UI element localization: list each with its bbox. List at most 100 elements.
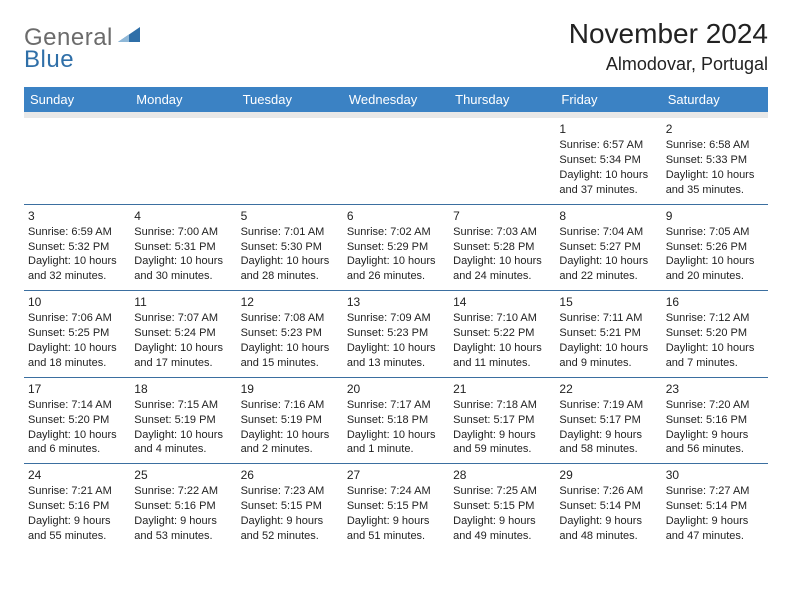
sunset-text: Sunset: 5:23 PM xyxy=(241,326,339,341)
daylight-text: and 52 minutes. xyxy=(241,529,339,544)
day-number: 19 xyxy=(241,381,339,397)
sunrise-text: Sunrise: 7:23 AM xyxy=(241,484,339,499)
daylight-text: Daylight: 9 hours xyxy=(666,514,764,529)
calendar-day-cell: 15Sunrise: 7:11 AMSunset: 5:21 PMDayligh… xyxy=(555,291,661,378)
calendar-week-row: 3Sunrise: 6:59 AMSunset: 5:32 PMDaylight… xyxy=(24,204,768,291)
title-block: November 2024 Almodovar, Portugal xyxy=(569,18,768,75)
daylight-text: Daylight: 10 hours xyxy=(666,254,764,269)
daylight-text: Daylight: 10 hours xyxy=(666,341,764,356)
sunrise-text: Sunrise: 6:57 AM xyxy=(559,138,657,153)
sunrise-text: Sunrise: 7:01 AM xyxy=(241,225,339,240)
calendar-day-cell: 8Sunrise: 7:04 AMSunset: 5:27 PMDaylight… xyxy=(555,204,661,291)
calendar-day-cell: 10Sunrise: 7:06 AMSunset: 5:25 PMDayligh… xyxy=(24,291,130,378)
calendar-day-cell: 29Sunrise: 7:26 AMSunset: 5:14 PMDayligh… xyxy=(555,464,661,550)
day-number: 27 xyxy=(347,467,445,483)
calendar-day-cell: 16Sunrise: 7:12 AMSunset: 5:20 PMDayligh… xyxy=(662,291,768,378)
daylight-text: Daylight: 9 hours xyxy=(666,428,764,443)
day-number: 10 xyxy=(28,294,126,310)
daylight-text: and 49 minutes. xyxy=(453,529,551,544)
day-number: 21 xyxy=(453,381,551,397)
calendar-day-cell: 19Sunrise: 7:16 AMSunset: 5:19 PMDayligh… xyxy=(237,377,343,464)
calendar-day-cell: 7Sunrise: 7:03 AMSunset: 5:28 PMDaylight… xyxy=(449,204,555,291)
sunrise-text: Sunrise: 7:08 AM xyxy=(241,311,339,326)
daylight-text: and 22 minutes. xyxy=(559,269,657,284)
daylight-text: Daylight: 10 hours xyxy=(134,428,232,443)
daylight-text: and 48 minutes. xyxy=(559,529,657,544)
sunset-text: Sunset: 5:18 PM xyxy=(347,413,445,428)
sunset-text: Sunset: 5:30 PM xyxy=(241,240,339,255)
sunset-text: Sunset: 5:17 PM xyxy=(559,413,657,428)
day-number: 17 xyxy=(28,381,126,397)
daylight-text: and 35 minutes. xyxy=(666,183,764,198)
weekday-header: Tuesday xyxy=(237,87,343,112)
daylight-text: and 20 minutes. xyxy=(666,269,764,284)
day-number: 4 xyxy=(134,208,232,224)
calendar-day-cell: 5Sunrise: 7:01 AMSunset: 5:30 PMDaylight… xyxy=(237,204,343,291)
day-number: 2 xyxy=(666,121,764,137)
daylight-text: Daylight: 10 hours xyxy=(453,254,551,269)
sunset-text: Sunset: 5:27 PM xyxy=(559,240,657,255)
sunrise-text: Sunrise: 7:02 AM xyxy=(347,225,445,240)
sunrise-text: Sunrise: 7:09 AM xyxy=(347,311,445,326)
day-number: 3 xyxy=(28,208,126,224)
sunset-text: Sunset: 5:22 PM xyxy=(453,326,551,341)
daylight-text: Daylight: 10 hours xyxy=(134,341,232,356)
calendar-day-cell xyxy=(449,118,555,204)
day-number: 30 xyxy=(666,467,764,483)
day-number: 25 xyxy=(134,467,232,483)
sunset-text: Sunset: 5:15 PM xyxy=(347,499,445,514)
daylight-text: Daylight: 10 hours xyxy=(241,428,339,443)
daylight-text: Daylight: 10 hours xyxy=(134,254,232,269)
weekday-header: Saturday xyxy=(662,87,768,112)
calendar-day-cell: 2Sunrise: 6:58 AMSunset: 5:33 PMDaylight… xyxy=(662,118,768,204)
sunrise-text: Sunrise: 6:58 AM xyxy=(666,138,764,153)
sunset-text: Sunset: 5:26 PM xyxy=(666,240,764,255)
calendar-day-cell: 21Sunrise: 7:18 AMSunset: 5:17 PMDayligh… xyxy=(449,377,555,464)
location: Almodovar, Portugal xyxy=(569,54,768,75)
daylight-text: and 53 minutes. xyxy=(134,529,232,544)
sunset-text: Sunset: 5:17 PM xyxy=(453,413,551,428)
daylight-text: and 2 minutes. xyxy=(241,442,339,457)
calendar-table: Sunday Monday Tuesday Wednesday Thursday… xyxy=(24,87,768,550)
calendar-day-cell xyxy=(237,118,343,204)
daylight-text: and 37 minutes. xyxy=(559,183,657,198)
sunset-text: Sunset: 5:15 PM xyxy=(241,499,339,514)
sunset-text: Sunset: 5:34 PM xyxy=(559,153,657,168)
daylight-text: and 56 minutes. xyxy=(666,442,764,457)
daylight-text: and 17 minutes. xyxy=(134,356,232,371)
weekday-header: Monday xyxy=(130,87,236,112)
daylight-text: Daylight: 10 hours xyxy=(347,428,445,443)
daylight-text: Daylight: 9 hours xyxy=(347,514,445,529)
sunset-text: Sunset: 5:28 PM xyxy=(453,240,551,255)
day-number: 29 xyxy=(559,467,657,483)
daylight-text: and 30 minutes. xyxy=(134,269,232,284)
daylight-text: Daylight: 9 hours xyxy=(28,514,126,529)
day-number: 18 xyxy=(134,381,232,397)
sunset-text: Sunset: 5:15 PM xyxy=(453,499,551,514)
day-number: 6 xyxy=(347,208,445,224)
daylight-text: Daylight: 9 hours xyxy=(134,514,232,529)
calendar-day-cell xyxy=(343,118,449,204)
day-number: 26 xyxy=(241,467,339,483)
daylight-text: Daylight: 10 hours xyxy=(241,254,339,269)
sunrise-text: Sunrise: 7:00 AM xyxy=(134,225,232,240)
sunset-text: Sunset: 5:23 PM xyxy=(347,326,445,341)
calendar-week-row: 17Sunrise: 7:14 AMSunset: 5:20 PMDayligh… xyxy=(24,377,768,464)
sunrise-text: Sunrise: 7:07 AM xyxy=(134,311,232,326)
sunset-text: Sunset: 5:16 PM xyxy=(28,499,126,514)
daylight-text: and 28 minutes. xyxy=(241,269,339,284)
daylight-text: and 6 minutes. xyxy=(28,442,126,457)
sunset-text: Sunset: 5:32 PM xyxy=(28,240,126,255)
day-number: 23 xyxy=(666,381,764,397)
sunset-text: Sunset: 5:25 PM xyxy=(28,326,126,341)
sunrise-text: Sunrise: 7:05 AM xyxy=(666,225,764,240)
daylight-text: and 18 minutes. xyxy=(28,356,126,371)
calendar-day-cell: 6Sunrise: 7:02 AMSunset: 5:29 PMDaylight… xyxy=(343,204,449,291)
day-number: 12 xyxy=(241,294,339,310)
weekday-header-row: Sunday Monday Tuesday Wednesday Thursday… xyxy=(24,87,768,112)
calendar-day-cell: 24Sunrise: 7:21 AMSunset: 5:16 PMDayligh… xyxy=(24,464,130,550)
sunset-text: Sunset: 5:16 PM xyxy=(666,413,764,428)
day-number: 15 xyxy=(559,294,657,310)
calendar-day-cell: 22Sunrise: 7:19 AMSunset: 5:17 PMDayligh… xyxy=(555,377,661,464)
daylight-text: and 59 minutes. xyxy=(453,442,551,457)
